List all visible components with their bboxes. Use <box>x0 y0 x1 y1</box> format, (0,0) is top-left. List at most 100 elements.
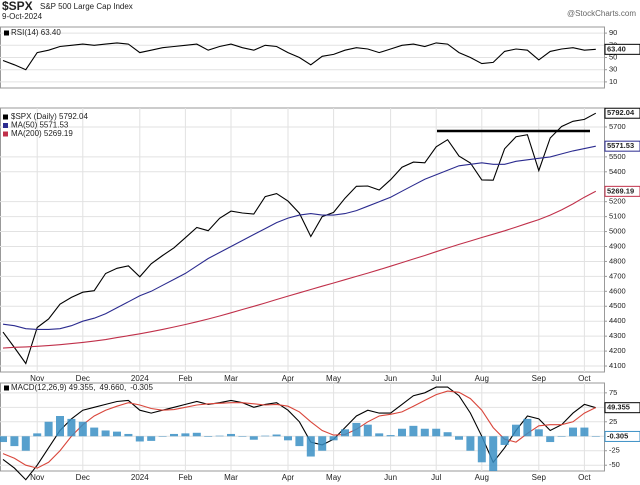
y-tick-label: 5000 <box>609 227 626 236</box>
last-value-label: 5269.19 <box>607 186 634 195</box>
histogram-bar <box>295 436 304 447</box>
histogram-bar <box>78 421 87 437</box>
histogram-bar <box>386 435 395 437</box>
histogram-bar <box>500 436 509 445</box>
x-tick-label: Feb <box>179 374 193 383</box>
last-value-tag <box>604 402 640 414</box>
histogram-bar <box>363 424 372 437</box>
last-value-tag <box>604 185 640 197</box>
symbol: $SPX <box>2 0 33 13</box>
histogram-bar <box>90 427 99 437</box>
histogram-bar <box>135 436 144 442</box>
legend-entry: MA(200) 5269.19 <box>11 129 73 138</box>
y-tick-label: 4500 <box>609 301 626 310</box>
histogram-bar <box>272 434 281 437</box>
histogram-bar <box>181 433 190 437</box>
last-value-label: 63.40 <box>607 44 626 53</box>
y-tick-label: 5500 <box>609 152 626 161</box>
last-value-tag <box>604 107 640 119</box>
legend-swatch <box>4 385 9 391</box>
histogram-bar <box>466 436 475 451</box>
histogram-bar <box>0 436 7 443</box>
last-value-label: 49.355 <box>607 403 630 412</box>
histogram-bar <box>204 436 213 437</box>
histogram-bar <box>546 436 555 443</box>
x-tick-label: Jul <box>431 473 441 482</box>
x-tick-label: Aug <box>475 374 489 383</box>
source: @StockCharts.com <box>567 9 636 18</box>
histogram-bar <box>569 427 577 437</box>
last-value-tag <box>604 43 640 55</box>
y-tick-label: 5700 <box>609 122 626 131</box>
histogram-bar <box>329 436 338 441</box>
x-tick-label: 2024 <box>131 374 149 383</box>
histogram-bar <box>21 436 30 451</box>
y-tick-label: 90 <box>609 28 617 37</box>
y-tick-label: 4200 <box>609 346 626 355</box>
histogram-bar <box>10 436 19 447</box>
legend-swatch <box>3 131 8 137</box>
last-value-label: -0.305 <box>607 431 628 440</box>
histogram-bar <box>124 433 133 437</box>
histogram-bar <box>227 433 235 437</box>
histogram-bar <box>420 428 429 437</box>
y-tick-label: 25 <box>609 417 617 426</box>
legend-swatch <box>3 123 8 128</box>
x-tick-label: Nov <box>30 473 44 482</box>
histogram-bar <box>147 436 156 441</box>
x-tick-label: 2024 <box>131 473 149 482</box>
legend-swatch <box>3 114 8 120</box>
y-tick-label: 5400 <box>609 167 626 176</box>
histogram-bar <box>409 425 418 437</box>
series-line <box>2 190 597 349</box>
x-tick-label: Dec <box>76 374 90 383</box>
x-tick-label: Mar <box>224 374 238 383</box>
y-tick-label: 4800 <box>609 256 626 265</box>
histogram-bar <box>215 435 224 437</box>
x-tick-label: May <box>326 374 341 383</box>
legend-entry: RSI(14) 63.40 <box>11 28 61 37</box>
y-tick-label: 75 <box>609 388 617 397</box>
x-tick-label: Mar <box>224 473 238 482</box>
instrument-name: S&P 500 Large Cap Index <box>40 2 133 11</box>
series-line <box>2 145 596 330</box>
histogram-bar <box>238 436 247 437</box>
y-tick-label: -25 <box>609 446 620 455</box>
histogram-bar <box>512 424 520 437</box>
histogram-bar <box>44 421 53 437</box>
legend-swatch <box>4 30 9 36</box>
y-tick-label: 30 <box>609 65 617 74</box>
legend-entry: MA(50) 5571.53 <box>11 121 69 130</box>
x-tick-label: May <box>326 473 341 482</box>
x-tick-label: Sep <box>532 473 547 482</box>
histogram-bar <box>261 435 270 437</box>
histogram-bar <box>591 436 600 437</box>
histogram-bar <box>318 436 327 451</box>
y-tick-label: 4300 <box>609 331 626 340</box>
chart-date: 9-Oct-2024 <box>2 12 43 21</box>
histogram-bar <box>489 436 498 471</box>
histogram-bar <box>352 422 361 437</box>
y-tick-label: 4700 <box>609 271 626 280</box>
histogram-bar <box>56 416 64 437</box>
histogram-bar <box>158 436 167 437</box>
histogram-bar <box>249 436 258 440</box>
last-value-tag <box>604 140 640 152</box>
histogram-bar <box>477 436 486 463</box>
y-tick-label: 4100 <box>609 361 626 370</box>
y-tick-label: 4600 <box>609 286 626 295</box>
histogram-bar <box>375 433 384 437</box>
x-tick-label: Dec <box>76 473 90 482</box>
x-tick-label: Oct <box>578 473 591 482</box>
histogram-bar <box>101 430 110 437</box>
x-tick-label: Jun <box>384 374 397 383</box>
histogram-bar <box>432 428 441 437</box>
histogram-bar <box>170 433 178 437</box>
x-tick-label: Aug <box>475 473 489 482</box>
series-line <box>2 390 597 469</box>
x-tick-label: Oct <box>578 374 591 383</box>
x-tick-label: Feb <box>179 473 193 482</box>
legend-entry: $SPX (Daily) 5792.04 <box>11 112 88 121</box>
x-tick-label: Apr <box>282 473 295 482</box>
